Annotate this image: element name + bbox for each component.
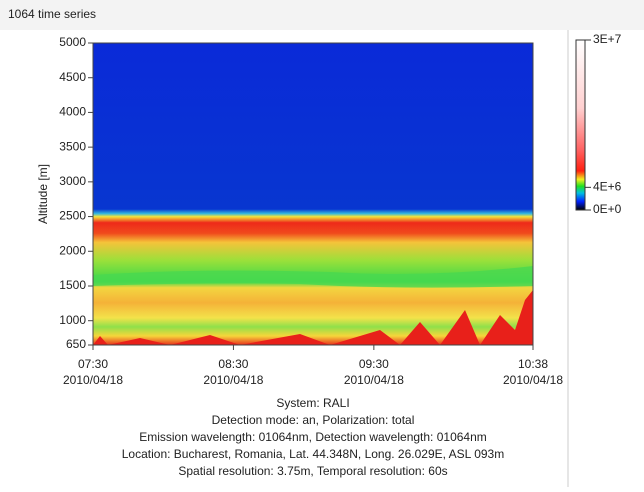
info-line: Emission wavelength: 01064nm, Detection … <box>139 430 487 444</box>
x-tick-date: 2010/04/18 <box>503 373 563 387</box>
info-line: Location: Bucharest, Romania, Lat. 44.34… <box>122 447 504 461</box>
info-line: Detection mode: an, Polarization: total <box>212 413 415 427</box>
y-tick-label: 650 <box>66 337 86 351</box>
x-tick-label: 08:30 <box>218 357 248 371</box>
y-tick-label: 3500 <box>59 139 86 153</box>
x-tick-label: 07:30 <box>78 357 108 371</box>
info-line: Spatial resolution: 3.75m, Temporal reso… <box>178 464 447 478</box>
x-tick-date: 2010/04/18 <box>63 373 123 387</box>
y-tick-label: 5000 <box>59 35 86 49</box>
y-axis-label: Altitude [m] <box>36 164 50 224</box>
chart: 1064 time series Altitude [m] 650 1000 150… <box>0 0 644 487</box>
page: 1064 time series Altitude [m] 650 1000 150… <box>0 0 644 487</box>
colorbar-tick-label: 3E+7 <box>593 32 622 46</box>
x-tick-label: 09:30 <box>359 357 389 371</box>
x-tick-date: 2010/04/18 <box>203 373 263 387</box>
colorbar-tick-label: 0E+0 <box>593 202 622 216</box>
y-tick-label: 4500 <box>59 70 86 84</box>
y-tick-label: 4000 <box>59 105 86 119</box>
colorbar <box>576 40 585 210</box>
x-tick-label: 10:38 <box>518 357 548 371</box>
heatmap-image <box>93 43 533 345</box>
info-line: System: RALI <box>276 396 349 410</box>
colorbar-tick-label: 4E+6 <box>593 180 622 194</box>
y-tick-label: 2500 <box>59 209 86 223</box>
title-bar <box>0 0 644 30</box>
x-tick-date: 2010/04/18 <box>344 373 404 387</box>
window-title: 1064 time series <box>8 7 96 21</box>
y-tick-label: 1500 <box>59 278 86 292</box>
y-tick-label: 1000 <box>59 313 86 327</box>
y-tick-label: 3000 <box>59 174 86 188</box>
y-tick-label: 2000 <box>59 243 86 257</box>
